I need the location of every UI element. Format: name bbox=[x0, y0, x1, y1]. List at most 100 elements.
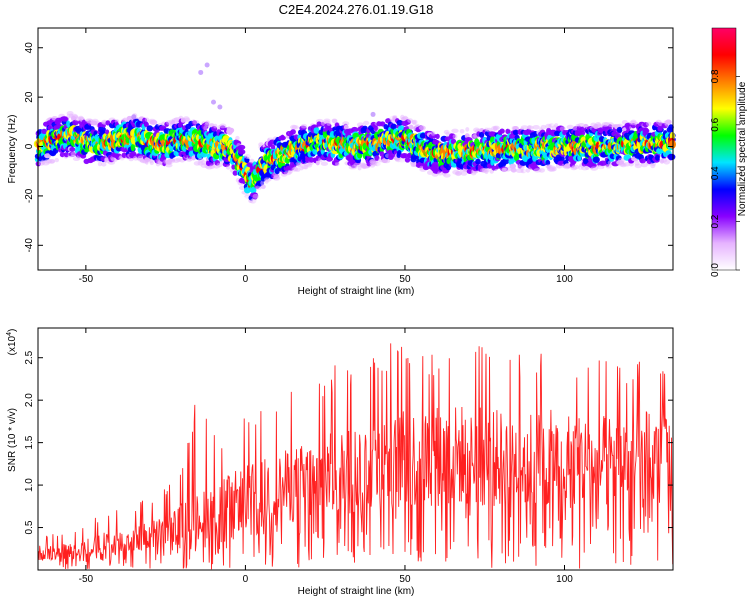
snr-frame bbox=[37, 327, 674, 571]
spectrogram-marks bbox=[33, 62, 676, 204]
spectrogram-cell bbox=[493, 125, 500, 130]
spectrogram-cell bbox=[408, 124, 414, 130]
spectrogram-cell bbox=[313, 127, 320, 134]
spectrogram-cell bbox=[605, 163, 612, 169]
spectrogram-cell bbox=[49, 159, 56, 164]
spectrogram-cell bbox=[512, 126, 519, 131]
spectrogram-y-tick-label: 20 bbox=[24, 91, 35, 103]
spectrogram-cell bbox=[219, 123, 227, 129]
spectrogram-cell bbox=[668, 124, 674, 131]
chart-title: C2E4.2024.276.01.19.G18 bbox=[279, 2, 434, 17]
spectrogram-cell bbox=[183, 117, 191, 123]
spectrogram-cell bbox=[270, 144, 276, 150]
spectrogram-cell bbox=[217, 104, 223, 110]
spectrogram-cell bbox=[191, 155, 197, 161]
spectrogram-cell bbox=[412, 120, 417, 125]
spectrogram-cell bbox=[246, 154, 253, 159]
spectrogram-frame bbox=[37, 27, 674, 271]
spectrogram-cell bbox=[250, 186, 257, 194]
spectrogram-y-tick-label: -20 bbox=[24, 188, 35, 203]
spectrogram-cell bbox=[378, 117, 384, 123]
spectrogram-cell bbox=[232, 170, 238, 176]
spectrogram-cell bbox=[532, 125, 540, 130]
spectrogram-cell bbox=[558, 155, 565, 162]
spectrogram-y-tick-label: 0 bbox=[24, 143, 35, 149]
spectrogram-cell bbox=[508, 158, 514, 166]
spectrogram-cell bbox=[144, 117, 150, 122]
spectrogram-cell bbox=[252, 193, 259, 199]
colorbar-label: Normalized spectral amplitude bbox=[737, 81, 748, 216]
spectrogram-cell bbox=[450, 138, 457, 145]
colorbar: 0.0 0.2 0.4 0.6 0.8 Normalized spectral ampl… bbox=[710, 27, 748, 277]
colorbar-gradient bbox=[711, 27, 737, 271]
snr-x-tick-label: 0 bbox=[243, 574, 249, 585]
spectrogram-cell bbox=[105, 129, 110, 135]
spectrogram-cell bbox=[475, 158, 481, 165]
spectrogram-cell bbox=[460, 171, 468, 176]
spectrogram-cell bbox=[512, 129, 519, 136]
spectrogram-cell bbox=[44, 153, 52, 159]
spectrogram-cell bbox=[527, 125, 534, 130]
spectrogram-cell bbox=[520, 125, 529, 130]
snr-ticks: -50 0 50 100 0.5 1.0 1.5 2.0 2.5 bbox=[24, 328, 673, 585]
spectrogram-cell bbox=[571, 164, 580, 170]
spectrogram-cell bbox=[400, 153, 409, 159]
spectrogram-cell bbox=[146, 125, 154, 132]
spectrogram-cell bbox=[665, 119, 672, 125]
snr-x-tick-label: -50 bbox=[79, 574, 94, 585]
spectrogram-cell bbox=[69, 147, 76, 152]
spectrogram-cell bbox=[478, 131, 485, 138]
colorbar-ticks: 0.0 0.2 0.4 0.6 0.8 bbox=[710, 69, 740, 277]
spectrogram-cell bbox=[566, 124, 574, 130]
spectrogram-cell bbox=[260, 180, 265, 186]
spectrogram-cell bbox=[639, 158, 646, 164]
spectrogram-cell bbox=[320, 161, 329, 166]
snr-y-tick-label: 2.0 bbox=[24, 393, 35, 407]
spectrogram-cell bbox=[342, 121, 350, 126]
spectrogram-cell bbox=[634, 163, 642, 169]
spectrogram-cell bbox=[343, 124, 349, 130]
spectrogram-cell bbox=[291, 125, 299, 130]
spectrogram-cell bbox=[41, 128, 48, 134]
spectrogram-cell bbox=[363, 120, 370, 126]
snr-x-tick-label: 50 bbox=[399, 574, 411, 585]
snr-x-label: Height of straight line (km) bbox=[298, 586, 415, 597]
spectrogram-cell bbox=[379, 151, 385, 157]
spectrogram-cell bbox=[451, 128, 459, 133]
spectrogram-cell bbox=[131, 114, 137, 120]
spectrogram-ticks: -50 0 50 100 40 20 0 -20 -40 bbox=[24, 28, 673, 285]
snr-marks bbox=[38, 343, 673, 570]
spectrogram-cell bbox=[149, 119, 158, 125]
spectrogram-cell bbox=[257, 189, 262, 194]
spectrogram-cell bbox=[554, 123, 559, 128]
snr-y-multiplier: (x104) bbox=[6, 329, 18, 356]
spectrogram-cell bbox=[623, 162, 631, 167]
spectrogram-cell bbox=[484, 169, 489, 175]
spectrogram-cell bbox=[105, 120, 111, 126]
spectrogram-cell bbox=[617, 123, 624, 129]
spectrogram-cell bbox=[501, 158, 510, 165]
spectrogram-cell bbox=[130, 144, 136, 152]
spectrogram-cell bbox=[280, 134, 285, 141]
spectrogram-cell bbox=[211, 99, 217, 105]
snr-y-tick-label: 2.5 bbox=[24, 350, 35, 364]
spectrogram-cell bbox=[538, 168, 545, 173]
colorbar-tick-label: 0.4 bbox=[710, 166, 721, 180]
spectrogram-cell bbox=[655, 154, 660, 161]
spectrogram-cell bbox=[437, 170, 444, 176]
spectrogram-cell bbox=[308, 157, 315, 163]
spectrogram-cell bbox=[274, 168, 280, 175]
spectrogram-cell bbox=[205, 120, 210, 125]
spectrogram-cell bbox=[525, 168, 531, 173]
spectrogram-cell bbox=[503, 166, 512, 172]
colorbar-tick-label: 0.6 bbox=[710, 117, 721, 131]
spectrogram-x-tick-label: 100 bbox=[556, 274, 573, 285]
spectrogram-cell bbox=[404, 157, 411, 163]
spectrogram-cell bbox=[540, 124, 547, 130]
spectrogram-cell bbox=[228, 127, 235, 133]
spectrogram-cell bbox=[235, 135, 240, 141]
spectrogram-cell bbox=[264, 177, 272, 182]
spectrogram-cell bbox=[216, 162, 223, 168]
snr-y-tick-label: 0.5 bbox=[24, 520, 35, 534]
snr-series-line bbox=[38, 343, 673, 570]
